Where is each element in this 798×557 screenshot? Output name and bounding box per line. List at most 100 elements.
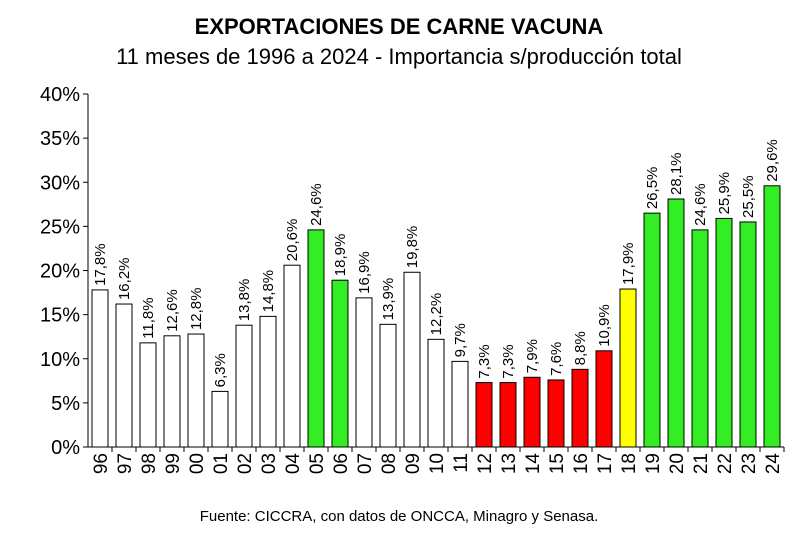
x-tick-label: 21: [691, 453, 712, 474]
data-label: 25,5%: [740, 175, 757, 218]
data-label: 13,8%: [236, 279, 253, 322]
bar-15: [547, 379, 565, 448]
data-label: 19,8%: [404, 226, 421, 269]
y-tick-label: 25%: [40, 216, 80, 238]
bar-13: [499, 382, 517, 448]
bar-18: [619, 288, 637, 448]
chart-title: EXPORTACIONES DE CARNE VACUNA: [194, 14, 604, 39]
data-label: 7,9%: [524, 339, 541, 373]
y-tick-label: 15%: [40, 305, 80, 327]
x-tick-label: 13: [499, 453, 520, 474]
y-tick-label: 10%: [40, 349, 80, 371]
x-tick-label: 22: [715, 453, 736, 474]
x-tick-label: 98: [139, 453, 160, 474]
data-label: 12,6%: [164, 289, 181, 332]
data-label: 13,9%: [380, 278, 397, 321]
bar-01: [211, 390, 229, 448]
y-tick-label: 30%: [40, 172, 80, 194]
bar-08: [379, 323, 397, 448]
bar-17: [595, 350, 613, 448]
x-tick-label: 09: [403, 453, 424, 474]
data-label: 6,3%: [212, 353, 229, 387]
x-tick-label: 06: [331, 453, 352, 474]
data-label: 24,6%: [308, 183, 325, 226]
data-label: 28,1%: [668, 152, 685, 195]
bar-02: [235, 324, 253, 448]
data-label: 29,6%: [764, 139, 781, 182]
data-label: 24,6%: [692, 183, 709, 226]
y-tick-label: 5%: [51, 393, 80, 415]
x-tick-label: 02: [235, 453, 256, 474]
x-tick-label: 08: [379, 453, 400, 474]
data-label: 7,3%: [500, 344, 517, 378]
bar-24: [763, 185, 781, 448]
bar-98: [139, 342, 157, 448]
data-label: 8,8%: [572, 331, 589, 365]
data-label: 12,2%: [428, 293, 445, 336]
data-label: 12,8%: [188, 287, 205, 330]
y-tick-label: 40%: [40, 84, 80, 106]
bar-05: [307, 229, 325, 448]
y-tick-label: 35%: [40, 128, 80, 150]
x-tick-label: 03: [259, 453, 280, 474]
x-tick-label: 07: [355, 453, 376, 474]
bar-99: [163, 335, 181, 448]
bar-20: [667, 198, 685, 448]
x-tick-label: 10: [427, 453, 448, 474]
x-tick-label: 05: [307, 453, 328, 474]
data-label: 18,9%: [332, 234, 349, 277]
bar-09: [403, 271, 421, 448]
x-tick-label: 99: [163, 453, 184, 474]
x-tick-label: 19: [643, 453, 664, 474]
x-tick-label: 16: [571, 453, 592, 474]
y-tick-label: 0%: [51, 437, 80, 459]
bar-16: [571, 368, 589, 448]
data-label: 7,3%: [476, 344, 493, 378]
bar-00: [187, 333, 205, 448]
data-label: 16,2%: [116, 257, 133, 300]
x-tick-label: 01: [211, 453, 232, 474]
bar-22: [715, 217, 733, 448]
data-label: 25,9%: [716, 172, 733, 215]
x-tick-label: 14: [523, 453, 544, 475]
bar-19: [643, 212, 661, 448]
bar-97: [115, 303, 133, 448]
bar-96: [91, 289, 109, 448]
x-tick-label: 24: [763, 453, 784, 475]
x-tick-label: 00: [187, 453, 208, 474]
data-label: 26,5%: [644, 167, 661, 210]
chart-subtitle: 11 meses de 1996 a 2024 - Importancia s/…: [116, 44, 682, 69]
data-label: 20,6%: [284, 219, 301, 262]
x-tick-label: 15: [547, 453, 568, 474]
x-tick-label: 97: [115, 453, 136, 474]
bar-23: [739, 221, 757, 448]
bar-04: [283, 264, 301, 448]
bar-06: [331, 279, 349, 448]
x-tick-label: 17: [595, 453, 616, 474]
x-tick-label: 12: [475, 453, 496, 474]
x-tick-label: 04: [283, 453, 304, 475]
x-tick-label: 18: [619, 453, 640, 474]
data-label: 11,8%: [140, 297, 157, 338]
bar-21: [691, 229, 709, 448]
data-label: 17,9%: [620, 242, 637, 285]
bar-14: [523, 376, 541, 448]
data-label: 9,7%: [452, 323, 469, 357]
bar-12: [475, 382, 493, 448]
x-tick-label: 20: [667, 453, 688, 474]
bar-07: [355, 297, 373, 448]
bar-11: [451, 360, 469, 448]
data-label: 7,6%: [548, 342, 565, 376]
data-label: 10,9%: [596, 304, 613, 347]
data-label: 14,8%: [260, 270, 277, 313]
source-note: Fuente: CICCRA, con datos de ONCCA, Mina…: [199, 508, 599, 525]
y-tick-label: 20%: [40, 261, 80, 283]
bar-10: [427, 338, 445, 448]
x-tick-label: 11: [451, 453, 472, 473]
x-tick-label: 96: [91, 453, 112, 474]
data-label: 16,9%: [356, 251, 373, 294]
data-label: 17,8%: [92, 243, 109, 286]
x-tick-label: 23: [739, 453, 760, 474]
